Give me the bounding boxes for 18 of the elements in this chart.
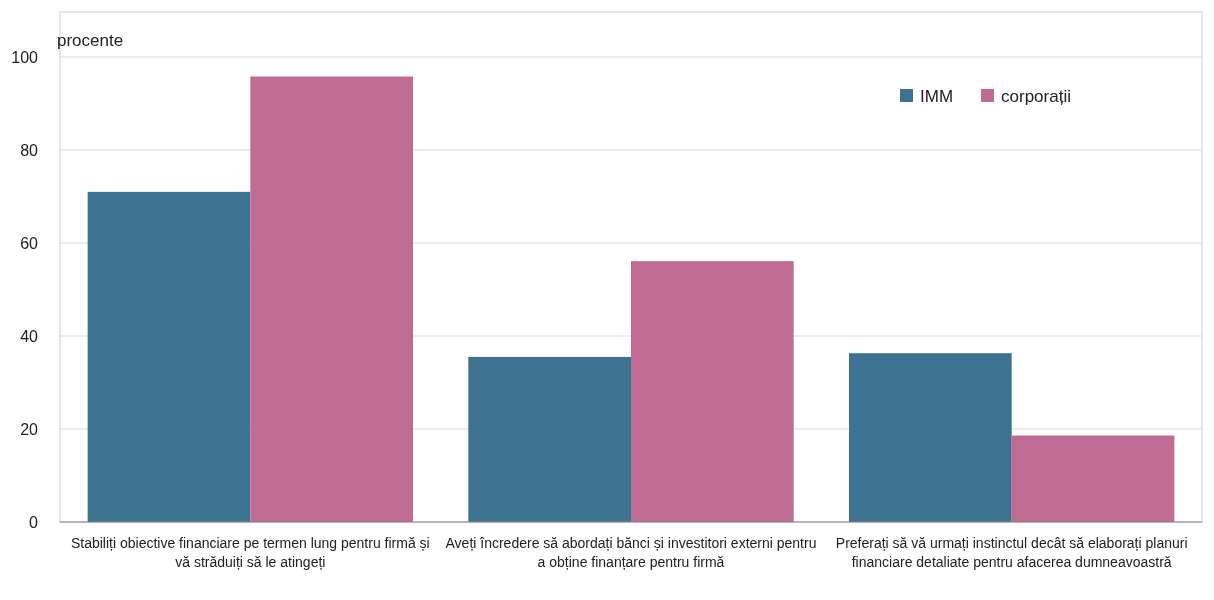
- x-tick-label: Stabiliți obiective financiare pe termen lung pentru firmă și vă străduiți să le atingeți: [70, 535, 430, 570]
- y-tick-label: 0: [29, 513, 39, 531]
- x-tick-label: Preferați să vă urmați instinctul decât să elaborați planuri financiare detaliate pentru afacerea dumneavoastră: [835, 535, 1188, 570]
- y-tick-label: 100: [11, 48, 39, 66]
- y-tick-label: 60: [20, 234, 39, 252]
- bar: [468, 356, 631, 522]
- y-tick-label: 80: [20, 141, 39, 159]
- bar: [848, 353, 1012, 522]
- legend-label: corporații: [1001, 87, 1071, 106]
- bar: [87, 191, 251, 522]
- y-tick-label: 20: [20, 420, 39, 438]
- y-axis-title: procente: [57, 31, 124, 50]
- bar: [631, 261, 794, 522]
- x-tick-label: Aveți încredere să abordați bănci și investitori externi pentru a obține finanțare pentru firmă: [445, 535, 817, 570]
- bar: [250, 76, 414, 522]
- y-tick-label: 40: [20, 327, 39, 345]
- legend-label: IMM: [920, 87, 954, 106]
- bar: [1011, 435, 1175, 522]
